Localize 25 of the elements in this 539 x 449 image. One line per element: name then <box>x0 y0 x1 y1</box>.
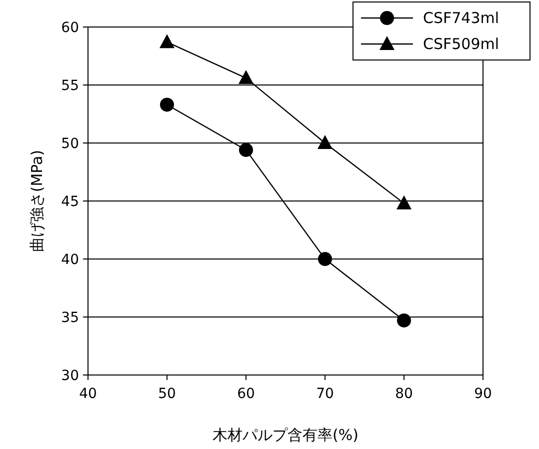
x-tick-label: 80 <box>395 386 413 402</box>
y-tick-label: 40 <box>61 252 79 268</box>
point <box>160 34 174 48</box>
x-tick-label: 70 <box>316 386 334 402</box>
y-tick-label: 45 <box>61 194 79 210</box>
point <box>239 142 253 157</box>
point <box>397 313 411 328</box>
x-tick-label: 50 <box>158 386 176 402</box>
y-tick-label: 35 <box>61 310 79 326</box>
x-tick-label: 40 <box>79 386 97 402</box>
x-tick-label: 60 <box>237 386 255 402</box>
y-tick-label: 30 <box>61 368 79 384</box>
legend-label: CSF743ml <box>423 9 500 27</box>
point <box>318 135 332 149</box>
point <box>238 70 254 84</box>
y-tick-label: 55 <box>61 78 79 94</box>
y-axis-title: 曲げ強さ(MPa) <box>28 150 46 252</box>
point <box>160 98 174 112</box>
legend-label: CSF509ml <box>423 35 500 53</box>
y-tick-label: 60 <box>61 20 79 36</box>
point <box>318 252 332 266</box>
x-axis-title: 木材パルプ含有率(%) <box>212 426 358 444</box>
x-tick-label: 90 <box>474 386 492 402</box>
point <box>396 195 412 210</box>
y-tick-label: 50 <box>61 136 79 152</box>
